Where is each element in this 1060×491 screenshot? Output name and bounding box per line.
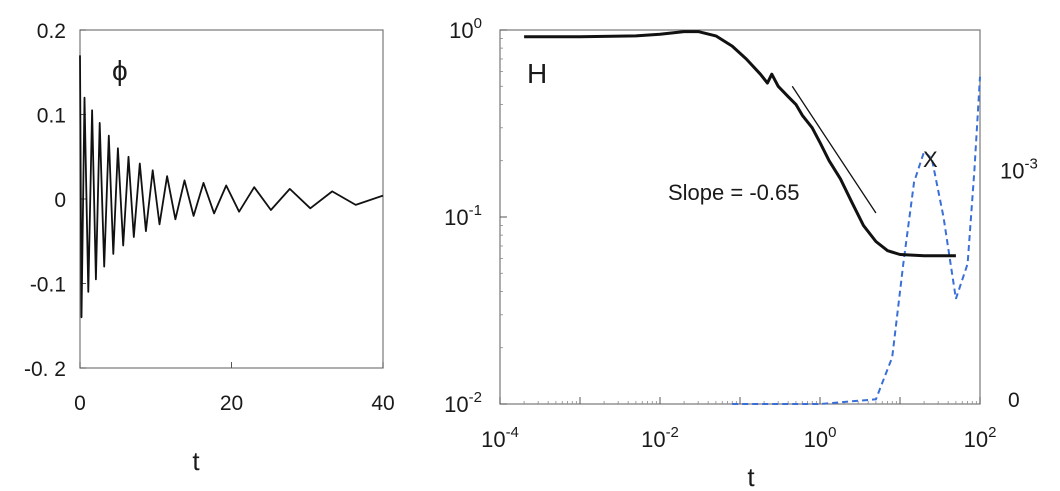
right-x-axis-label: t <box>747 462 755 491</box>
right-y-tick-label: 100 <box>449 15 482 43</box>
right-y-tick-labels: 100 10-1 10-2 <box>444 15 482 417</box>
right-x-tick-label: 10-4 <box>481 424 519 452</box>
series-x-line <box>732 76 981 405</box>
series-phi-line <box>79 55 384 319</box>
left-y-tick-label: 0.1 <box>37 105 66 128</box>
right-y2-tick-label: 10-3 <box>1000 155 1038 183</box>
right-x-tick-label: 102 <box>964 424 997 452</box>
left-x-tick-label: 0 <box>74 392 86 415</box>
left-x-axis-label: t <box>192 446 200 476</box>
left-x-tick-label: 20 <box>220 392 243 415</box>
left-y-tick-label: 0 <box>54 189 66 212</box>
right-y2-tick-label: 0 <box>1008 389 1020 412</box>
left-y-tick-label: -0.1 <box>30 274 66 297</box>
right-y-tick-label: 10-2 <box>444 389 482 417</box>
left-y-tick-label: 0.2 <box>37 20 66 43</box>
panel-label-phi: ϕ <box>112 55 128 86</box>
right-x-tick-label: 100 <box>804 424 837 452</box>
left-x-tick-label: 40 <box>371 392 394 415</box>
right-axis-ticks <box>499 29 981 405</box>
left-y-tick-labels: 0.2 0.1 0 -0.1 -0. 2 <box>24 20 66 381</box>
series-x-label: X <box>923 147 938 172</box>
right-x-tick-label: 10-2 <box>641 424 679 452</box>
series-h-line <box>524 30 956 258</box>
right-x-tick-labels: 10-4 10-2 100 102 <box>481 424 996 452</box>
right-plot-frame <box>499 29 981 405</box>
left-y-tick-label: -0. 2 <box>24 358 66 381</box>
right-panel: 100 10-1 10-2 10-3 0 10-4 10-2 100 102 H Slope… <box>444 15 1038 491</box>
right-secondary-y-tick-labels: 10-3 0 <box>1000 155 1038 412</box>
slope-annotation: Slope = -0.65 <box>668 180 799 205</box>
left-panel: 0.2 0.1 0 -0.1 -0. 2 0 20 40 ϕ t <box>24 20 395 476</box>
right-y-tick-label: 10-1 <box>444 202 482 230</box>
panel-label-h: H <box>527 58 547 89</box>
left-x-tick-labels: 0 20 40 <box>74 392 395 415</box>
slope-reference-line <box>791 85 877 214</box>
